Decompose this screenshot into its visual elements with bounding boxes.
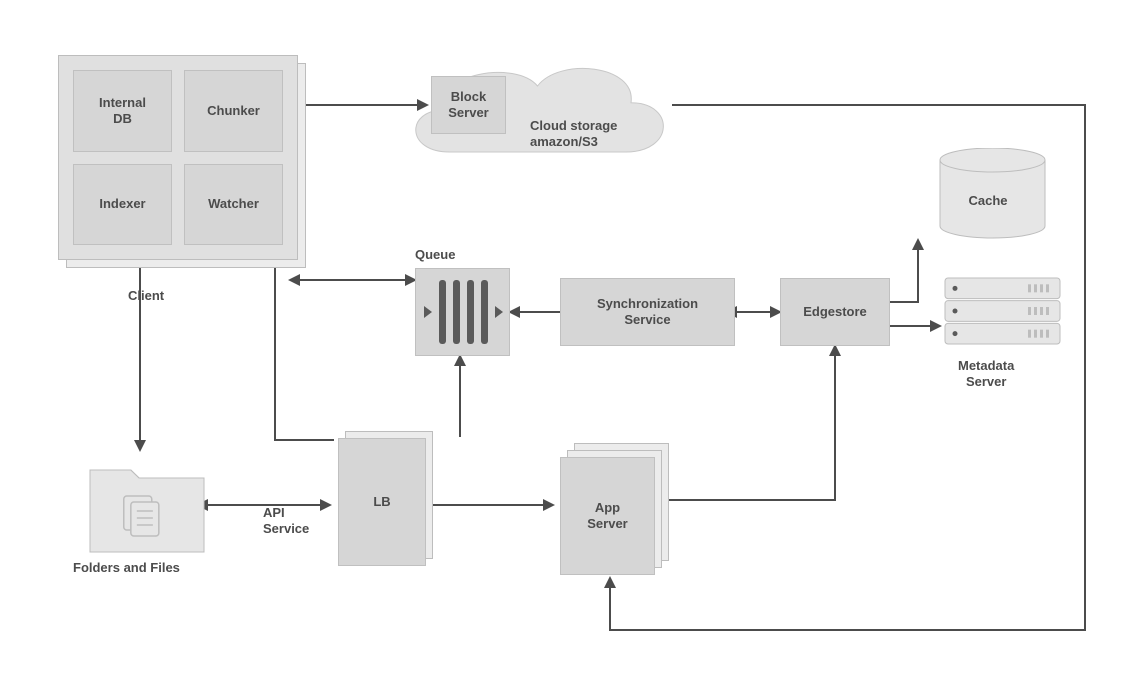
lb-ext-label: API Service (263, 505, 309, 536)
queue (415, 268, 510, 356)
edge-edge-cache (890, 240, 918, 302)
client-internal-db: Internal DB (73, 70, 172, 152)
cache-label: Cache (969, 193, 1008, 209)
client-chunker: Chunker (184, 70, 283, 152)
diagram-stage: Internal DBChunkerIndexerWatcher Client Bl… (0, 0, 1131, 684)
block-server: Block Server (431, 76, 506, 134)
cloud-label: Cloud storage amazon/S3 (530, 118, 617, 149)
edge-lb-client (275, 263, 334, 440)
sync-service: Synchronization Service (560, 278, 735, 346)
client-watcher: Watcher (184, 164, 283, 246)
metadata-server-label: Metadata Server (958, 358, 1014, 389)
queue-label: Queue (415, 247, 455, 263)
client-indexer: Indexer (73, 164, 172, 246)
folder-icon (86, 452, 208, 556)
app-server: App Server (560, 457, 655, 575)
metadata-server-icon (943, 276, 1062, 348)
edgestore: Edgestore (780, 278, 890, 346)
edge-app-edge (655, 346, 835, 500)
folders-label: Folders and Files (73, 560, 180, 576)
lb: LB (338, 438, 426, 566)
client-label: Client (128, 288, 164, 304)
